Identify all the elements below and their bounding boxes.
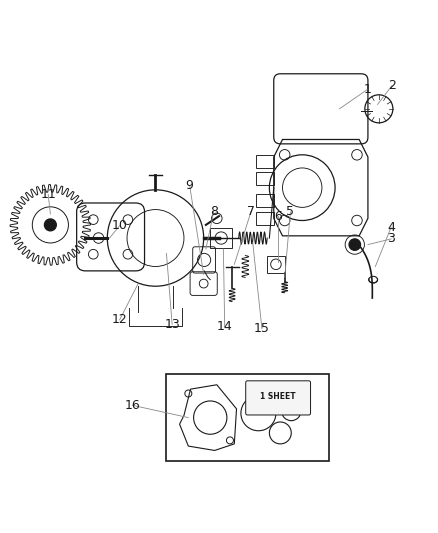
Circle shape	[45, 219, 56, 231]
Text: 2: 2	[388, 79, 396, 92]
Text: 3: 3	[387, 232, 395, 245]
Text: 5: 5	[286, 205, 294, 218]
Text: 1 SHEET: 1 SHEET	[260, 392, 296, 401]
Text: 12: 12	[112, 313, 127, 326]
Text: 13: 13	[164, 318, 180, 331]
Text: 8: 8	[210, 205, 218, 218]
Text: 10: 10	[112, 219, 127, 232]
Circle shape	[349, 239, 360, 251]
Bar	[256, 155, 274, 168]
Text: 7: 7	[247, 205, 255, 218]
Text: 14: 14	[217, 320, 233, 333]
Text: 6: 6	[274, 209, 282, 223]
Bar	[210, 229, 232, 248]
Text: 15: 15	[254, 322, 270, 335]
Bar	[166, 374, 328, 462]
Text: 4: 4	[387, 221, 395, 233]
Bar	[256, 172, 274, 185]
Bar	[256, 194, 274, 207]
FancyBboxPatch shape	[246, 381, 311, 415]
Text: 11: 11	[40, 188, 56, 201]
Bar	[267, 255, 285, 273]
Text: 16: 16	[125, 399, 141, 412]
Text: 1: 1	[364, 83, 372, 95]
Bar	[256, 212, 274, 225]
Text: 9: 9	[186, 179, 194, 192]
